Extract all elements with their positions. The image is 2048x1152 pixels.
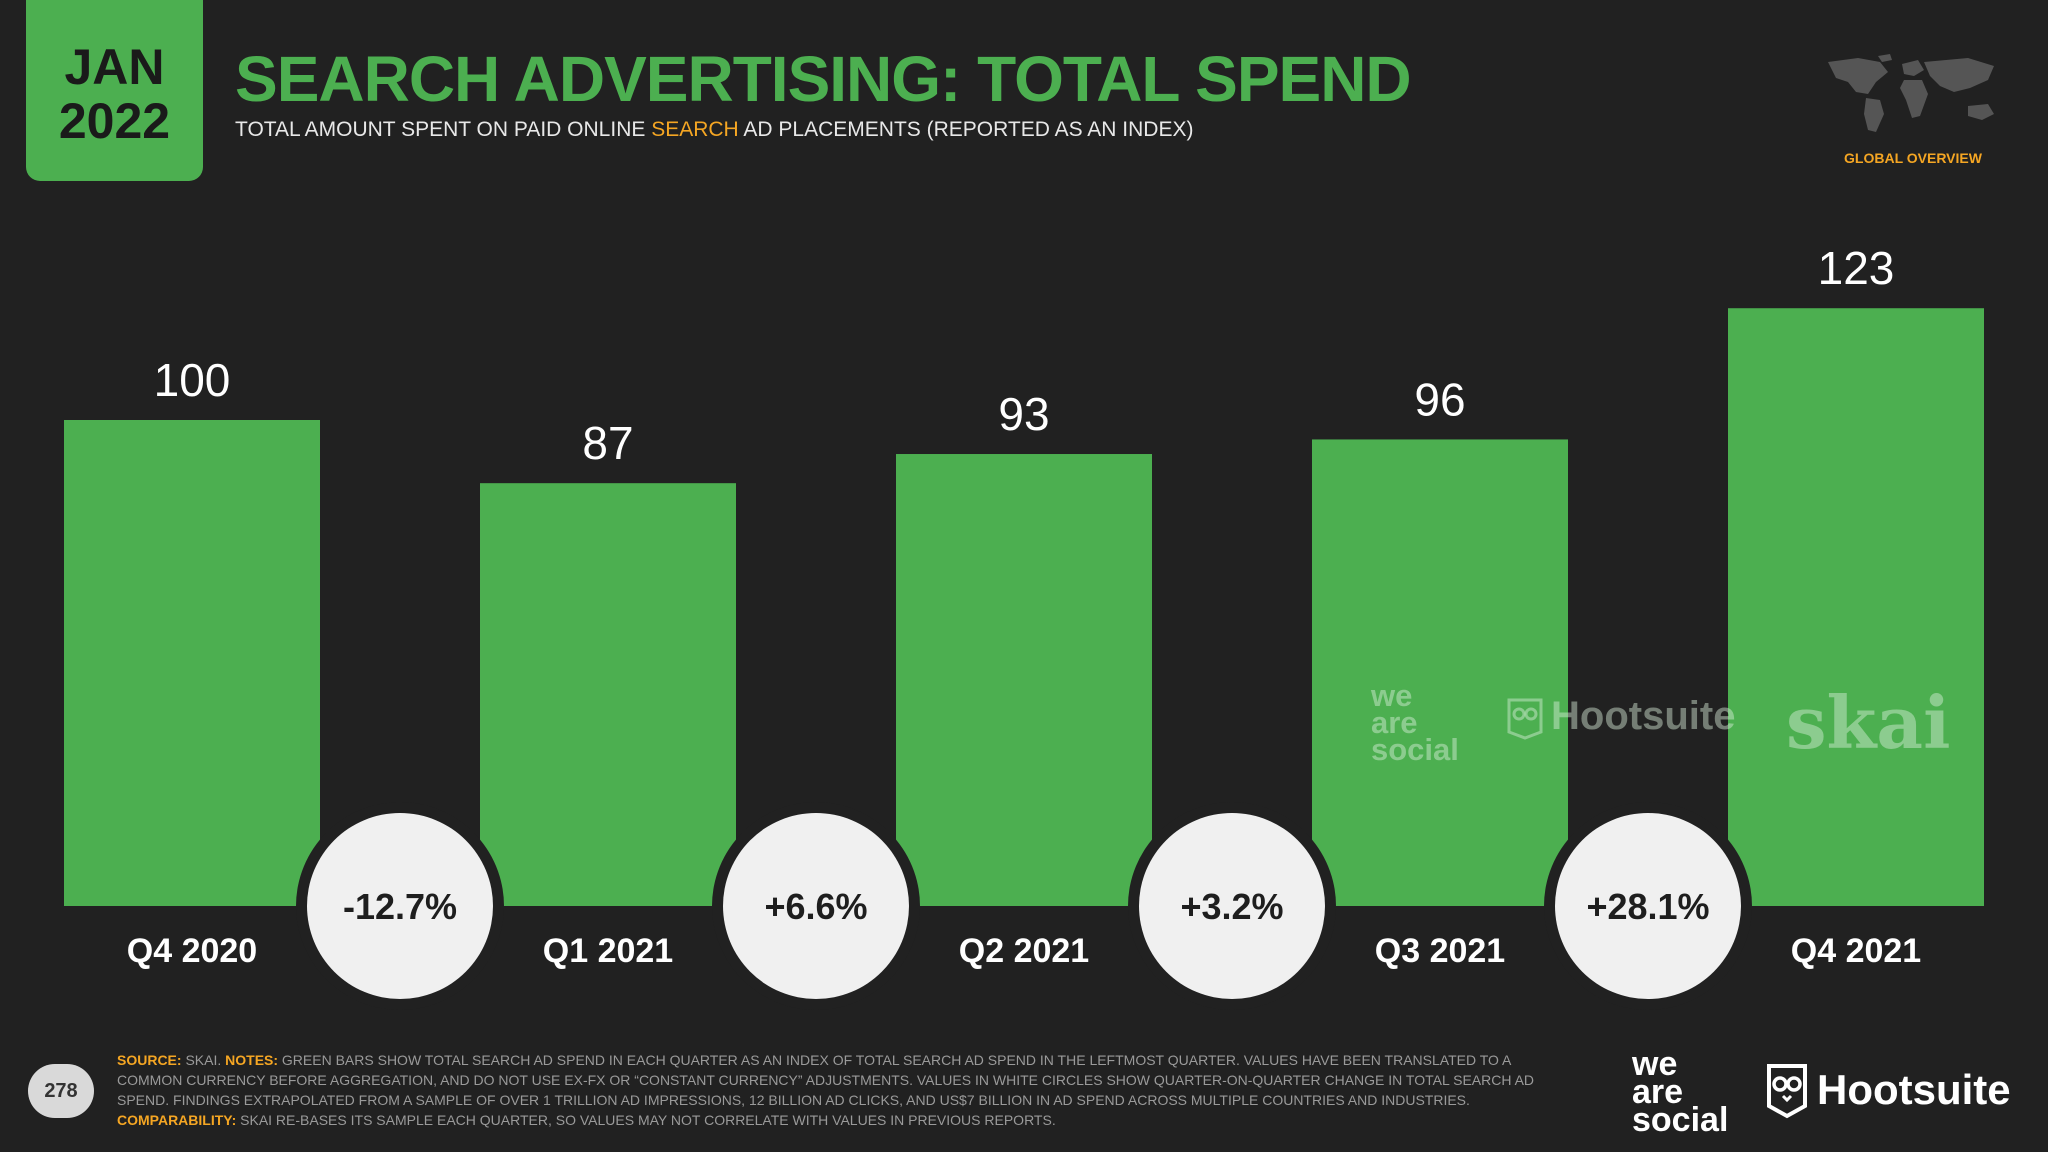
date-year: 2022 <box>58 92 171 149</box>
watermark-was-line: are <box>1371 705 1418 740</box>
global-overview-badge: GLOBAL OVERVIEW <box>1844 150 1982 166</box>
change-label: +28.1% <box>1586 886 1709 927</box>
logo-was-line: are <box>1632 1073 1684 1111</box>
owl-icon <box>1507 698 1543 741</box>
comparability-label: COMPARABILITY: <box>117 1112 237 1128</box>
category-label: Q4 2021 <box>1791 932 1921 970</box>
bar-value-label: 123 <box>1818 242 1895 294</box>
notes-text: GREEN BARS SHOW TOTAL SEARCH AD SPEND IN… <box>117 1052 1535 1108</box>
watermark-we-are-social: we are social <box>1371 678 1459 767</box>
watermark-was-line: social <box>1371 732 1459 767</box>
source-text: SKAI. <box>185 1052 222 1068</box>
bar-value-label: 87 <box>582 417 633 469</box>
subtitle-highlight: SEARCH <box>651 118 739 141</box>
category-label: Q2 2021 <box>959 932 1089 970</box>
category-label: Q3 2021 <box>1375 932 1505 970</box>
comparability-text: SKAI RE-BASES ITS SAMPLE EACH QUARTER, S… <box>240 1112 1056 1128</box>
bar <box>1312 439 1568 906</box>
change-circle <box>307 813 493 999</box>
subtitle-post: AD PLACEMENTS (REPORTED AS AN INDEX) <box>738 118 1194 141</box>
change-circle <box>723 813 909 999</box>
bar <box>896 454 1152 906</box>
notes-label: NOTES: <box>225 1052 279 1068</box>
change-circle <box>1555 813 1741 999</box>
source-label: SOURCE: <box>117 1052 182 1068</box>
category-label: Q1 2021 <box>543 932 673 970</box>
watermark-was-line: we <box>1371 678 1413 713</box>
date-tab: JAN 2022 <box>26 0 203 181</box>
category-label: Q4 2020 <box>127 932 257 970</box>
watermark-hootsuite-text: Hootsuite <box>1551 694 1736 738</box>
we-are-social-logo: we are social <box>1632 1045 1729 1139</box>
watermark-hootsuite: Hootsuite <box>1505 694 1736 741</box>
date-month: JAN <box>64 38 165 95</box>
bar <box>1728 308 1984 907</box>
change-label: -12.7% <box>343 886 457 927</box>
bar-value-label: 93 <box>998 388 1049 440</box>
change-circle <box>1139 813 1325 999</box>
change-label: +3.2% <box>1180 886 1283 927</box>
hootsuite-logo: Hootsuite <box>1765 1060 2011 1120</box>
change-label: +6.6% <box>764 886 867 927</box>
logo-was-line: social <box>1632 1101 1729 1139</box>
subtitle-pre: TOTAL AMOUNT SPENT ON PAID ONLINE <box>235 118 652 141</box>
world-map-icon <box>1828 54 1994 132</box>
logo-was-line: we <box>1632 1045 1678 1083</box>
footer-notes: SOURCE: SKAI. NOTES: GREEN BARS SHOW TOT… <box>117 1050 1567 1130</box>
bar <box>480 483 736 906</box>
watermark-skai: skai <box>1786 680 1951 765</box>
bar-chart: 100 Q4 2020 87 Q1 2021 93 Q2 2021 96 Q3 2021 123… <box>64 242 1984 999</box>
bar <box>64 420 320 906</box>
bar-value-label: 100 <box>154 354 231 406</box>
hootsuite-logo-text: Hootsuite <box>1817 1066 2011 1113</box>
page-number: 278 <box>28 1064 94 1118</box>
bar-value-label: 96 <box>1414 373 1465 425</box>
owl-icon <box>1767 1064 1807 1119</box>
page-subtitle: TOTAL AMOUNT SPENT ON PAID ONLINE SEARCH… <box>235 118 1193 142</box>
page-title: SEARCH ADVERTISING: TOTAL SPEND <box>235 43 1412 115</box>
